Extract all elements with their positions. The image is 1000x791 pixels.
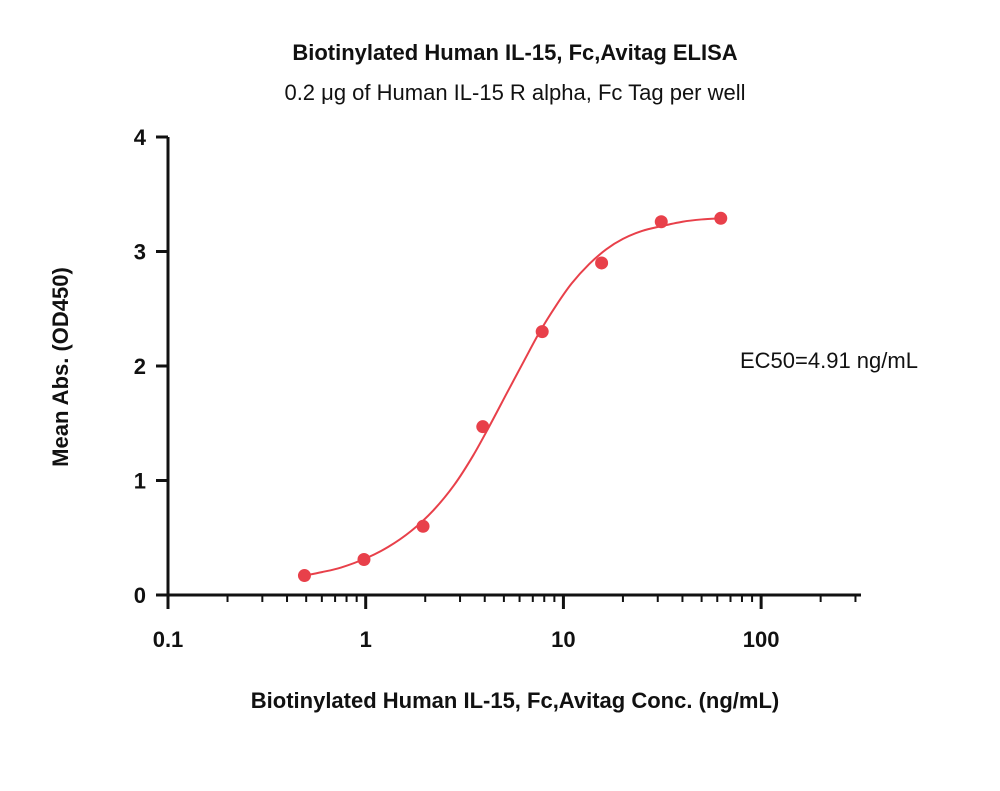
fit-curve-layer	[304, 217, 721, 577]
x-tick-label: 1	[360, 627, 372, 652]
data-point	[357, 553, 371, 567]
data-point	[416, 519, 430, 533]
y-tick-label: 2	[134, 354, 146, 379]
ec50-annotation: EC50=4.91 ng/mL	[740, 348, 918, 373]
data-points	[297, 211, 728, 583]
y-axis-label: Mean Abs. (OD450)	[48, 267, 73, 467]
data-point	[654, 215, 668, 229]
data-point	[297, 569, 311, 583]
y-tick-label: 0	[134, 583, 146, 608]
axes: 0 1 2 3 4 0.1 1 10 100	[134, 125, 861, 652]
fit-curve	[304, 217, 721, 577]
y-tick-label: 3	[134, 240, 146, 265]
chart-title: Biotinylated Human IL-15, Fc,Avitag ELIS…	[292, 40, 737, 65]
x-tick-label: 0.1	[153, 627, 184, 652]
y-tick-label: 1	[134, 469, 146, 494]
data-point	[476, 420, 490, 434]
data-point	[595, 256, 609, 270]
y-tick-label: 4	[134, 125, 147, 150]
data-point	[535, 325, 549, 339]
x-axis-label: Biotinylated Human IL-15, Fc,Avitag Conc…	[251, 688, 779, 713]
data-point	[714, 211, 728, 225]
x-tick-label: 10	[551, 627, 575, 652]
x-tick-label: 100	[743, 627, 780, 652]
chart-subtitle: 0.2 μg of Human IL-15 R alpha, Fc Tag pe…	[284, 80, 745, 105]
